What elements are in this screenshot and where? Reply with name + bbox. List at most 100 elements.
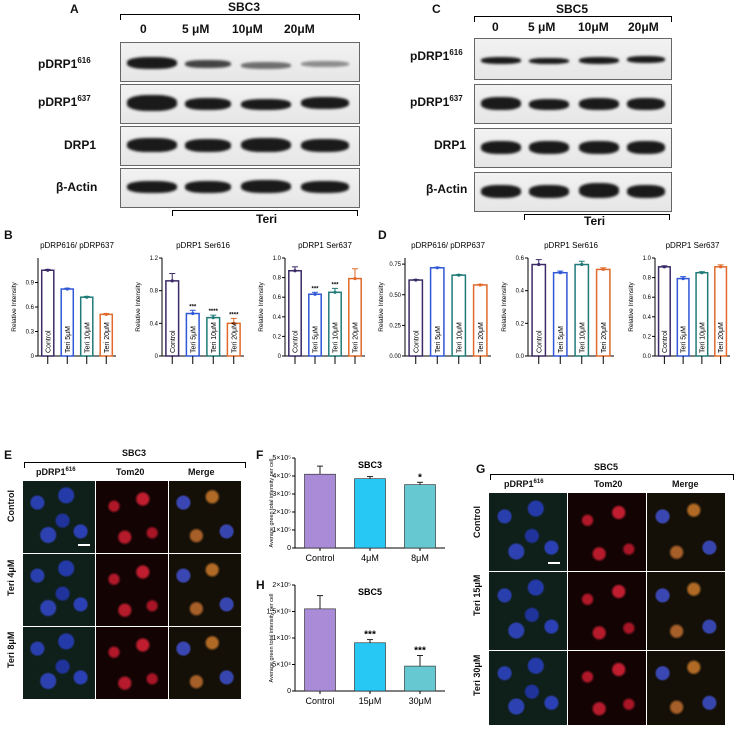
blot-c-conc-2: 10μM xyxy=(578,20,609,34)
chart-h-category-label: 15μM xyxy=(359,696,382,706)
chart-b1-category-label: Control xyxy=(45,330,52,353)
chart-b1-point xyxy=(46,268,50,272)
chart-b2-star: **** xyxy=(209,309,219,315)
imaging-e-row-2: Teri 8μM xyxy=(6,631,16,668)
chart-d3-ytick-label: 1.0 xyxy=(643,256,652,262)
chart-d3-ytick-label: 0.8 xyxy=(643,276,652,282)
blot-a-row-label-1: pDRP1637 xyxy=(38,94,91,109)
micrograph-e-control-pdrp1 xyxy=(22,480,96,554)
micrograph-g-control-tom20 xyxy=(567,492,647,572)
chart-d1-ytick-label: 0.50 xyxy=(389,293,401,299)
chart-b3-category-label: Teri 10μM xyxy=(333,322,340,353)
imaging-e-col-0: pDRP1616 xyxy=(36,467,76,477)
chart-b2-title: pDRP1 Ser616 xyxy=(176,241,230,250)
chart-f-ytick-label: 3×10⁵ xyxy=(272,491,291,498)
chart-b3-star: *** xyxy=(311,286,319,292)
chart-b3-ytick-label: 0.2 xyxy=(273,334,282,340)
chart-f-bar xyxy=(354,478,386,549)
blot-c-row-label-3: β-Actin xyxy=(426,182,468,196)
chart-f-title: SBC3 xyxy=(358,460,382,470)
imaging-e-row-1: Teri 4μM xyxy=(6,559,16,596)
chart-d1-point xyxy=(478,283,482,287)
chart-b2-ytick-label: 0.8 xyxy=(150,289,159,295)
blot-c-conc-1: 5 μM xyxy=(528,20,556,34)
chart-h-ylabel: Average green total intensity per cell xyxy=(269,594,275,683)
micrograph-g-15um-merge xyxy=(646,571,726,651)
chart-h-ytick-label: 1.5×10⁵ xyxy=(266,609,291,616)
chart-f-star: * xyxy=(418,472,422,483)
imaging-g-row-2: Teri 30μM xyxy=(472,654,482,696)
panel-label-g: G xyxy=(476,462,486,476)
chart-h-ytick-label: 0 xyxy=(287,688,291,695)
chart-b3-ytick-label: 0.6 xyxy=(273,295,282,301)
chart-d3-ytick-label: 0.6 xyxy=(643,295,652,301)
chart-h-ytick-label: 2×10⁵ xyxy=(272,582,291,589)
chart-b1-ytick-label: 0.3 xyxy=(26,330,35,336)
imaging-g-col-2: Merge xyxy=(672,479,699,489)
blot-c-row-label-0: pDRP1616 xyxy=(410,48,463,63)
imaging-e-col-2: Merge xyxy=(188,467,215,477)
chart-b3-point xyxy=(333,290,337,294)
chart-d1-point xyxy=(435,266,439,270)
chart-f-bar xyxy=(304,473,336,549)
chart-h-ytick-label: 1×10⁵ xyxy=(272,635,291,642)
chart-d2-ylabel: Relative Intensity xyxy=(501,282,508,332)
chart-b2-ytick-label: 0.4 xyxy=(150,321,159,327)
blot-c-row-label-1: pDRP1637 xyxy=(410,94,463,109)
chart-d3-category-label: Teri 20μM xyxy=(718,322,725,353)
chart-d3-category-label: Control xyxy=(662,330,669,353)
chart-d2-ytick-label: 0.2 xyxy=(516,321,525,327)
chart-b2-star: *** xyxy=(189,304,197,310)
chart-b3-point xyxy=(313,292,317,296)
chart-d1-ytick-label: 0.00 xyxy=(389,354,401,360)
chart-b1-ytick-label: 0.9 xyxy=(26,281,35,287)
chart-h-bar xyxy=(404,665,436,692)
micrograph-g-15um-pdrp1 xyxy=(488,571,568,651)
chart-d2-point xyxy=(580,262,584,267)
blot-a-title: SBC3 xyxy=(228,0,261,14)
chart-b3-star: *** xyxy=(331,282,339,288)
chart-f-category-label: 8μM xyxy=(411,553,429,563)
chart-f-category-label: Control xyxy=(305,553,334,563)
chart-f-ytick-label: 1×10⁵ xyxy=(272,527,291,534)
chart-d1-category-label: Teri 20μM xyxy=(478,322,485,353)
micrograph-e-8um-merge xyxy=(168,626,242,700)
micrograph-e-8um-tom20 xyxy=(95,626,169,700)
chart-b1-ytick-label: 0 xyxy=(31,354,35,360)
micrograph-e-4um-pdrp1 xyxy=(22,553,96,627)
chart-d3-ytick-label: 0.4 xyxy=(643,315,652,321)
chart-d1-title: pDRP616/ pDRP637 xyxy=(411,241,485,250)
panel-label-a: A xyxy=(70,2,79,16)
imaging-e-row-0: Control xyxy=(6,490,16,522)
chart-b3-ytick-label: 0 xyxy=(278,354,282,360)
panel-label-f: F xyxy=(256,448,264,462)
chart-d3-point xyxy=(681,276,685,281)
chart-d1-ylabel: Relative Intensity xyxy=(378,282,385,332)
micrograph-e-8um-pdrp1 xyxy=(22,626,96,700)
blot-a-row-label-0: pDRP1616 xyxy=(38,56,91,71)
chart-h-bar xyxy=(354,642,386,692)
chart-f-ytick-label: 4×10⁵ xyxy=(272,473,291,480)
chart-d1-category-label: Teri 10μM xyxy=(456,322,463,353)
chart-h-category-label: 30μM xyxy=(409,696,432,706)
chart-d1-point xyxy=(414,278,418,282)
blot-c-teri: Teri xyxy=(584,214,606,228)
micrograph-g-30um-merge xyxy=(646,650,726,726)
chart-b2-category-label: Teri 5μM xyxy=(190,326,197,353)
panel-label-b: B xyxy=(4,228,13,242)
chart-b3-title: pDRP1 Ser637 xyxy=(298,241,352,250)
chart-d3-point xyxy=(719,265,723,269)
chart-f-bar xyxy=(404,484,436,549)
chart-b3-category-label: Teri 20μM xyxy=(353,322,360,353)
imaging-g-col-0: pDRP1616 xyxy=(504,479,544,489)
chart-d3-point xyxy=(662,265,666,269)
chart-d3-ytick-label: 0.2 xyxy=(643,334,652,340)
micrograph-e-4um-tom20 xyxy=(95,553,169,627)
chart-b1-category-label: Teri 10μM xyxy=(84,322,91,353)
chart-f-ytick-label: 0 xyxy=(287,545,291,552)
chart-b2-category-label: Teri 20μM xyxy=(231,322,238,353)
micrograph-g-control-pdrp1 xyxy=(488,492,568,572)
chart-d3-ytick-label: 0.0 xyxy=(643,354,652,360)
chart-b2-point xyxy=(211,316,215,320)
